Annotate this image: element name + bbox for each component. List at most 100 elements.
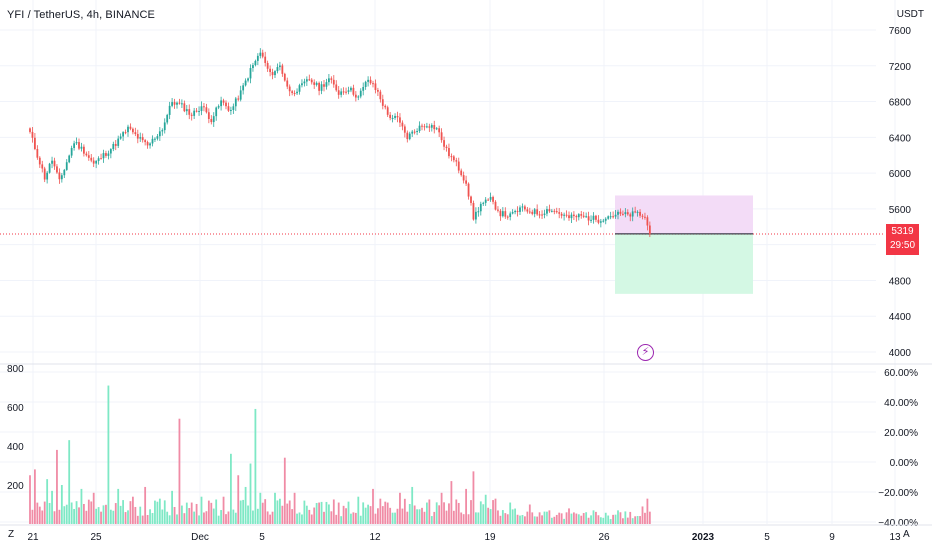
- candle: [345, 91, 347, 93]
- volume-bar: [541, 515, 543, 524]
- candle: [63, 169, 66, 176]
- volume-bar: [60, 485, 63, 524]
- candle: [372, 83, 374, 85]
- candle: [286, 80, 289, 87]
- candle: [631, 211, 634, 217]
- volume-bar: [399, 492, 401, 524]
- volume-bar: [73, 508, 75, 524]
- candle: [448, 148, 450, 157]
- volume-bar: [210, 502, 213, 524]
- price-tick-label: 4400: [889, 312, 912, 323]
- volume-bar: [648, 511, 651, 524]
- volume-bar: [421, 507, 423, 524]
- volume-bar: [31, 509, 34, 524]
- candle: [146, 142, 149, 146]
- candle: [619, 211, 622, 214]
- candle: [154, 138, 156, 140]
- time-axis[interactable]: 21 25 Dec 5 12 19 26 2023 5 9 13: [0, 524, 932, 543]
- volume-bar: [497, 510, 499, 524]
- volume-bar: [428, 499, 431, 524]
- candle: [303, 81, 306, 84]
- candle: [587, 216, 590, 221]
- volume-bar: [401, 508, 404, 524]
- candle: [430, 125, 433, 128]
- volume-bar: [239, 500, 242, 524]
- symbol-title[interactable]: YFI / TetherUS, 4h, BINANCE: [7, 9, 155, 21]
- volume-bar: [430, 516, 433, 524]
- volume-bar: [249, 463, 252, 524]
- volume-bar: [188, 508, 191, 524]
- volume-bar: [626, 517, 629, 524]
- candle: [183, 103, 186, 112]
- candle: [256, 55, 259, 61]
- volume-bar: [315, 502, 318, 524]
- candle: [489, 196, 492, 200]
- candle: [528, 211, 531, 213]
- candle: [144, 140, 147, 143]
- candles: [29, 48, 651, 238]
- candle: [43, 168, 46, 180]
- price-axis[interactable]: 4000 4400 4800 5600 6000 6400 6800 7200 7600: [889, 26, 912, 359]
- candle: [636, 211, 639, 213]
- candle: [342, 91, 345, 93]
- volume-bar: [181, 505, 183, 524]
- candle: [129, 126, 132, 129]
- candle: [582, 215, 585, 217]
- volume-bar: [433, 511, 436, 524]
- take-profit-zone[interactable]: [615, 233, 753, 294]
- candle: [279, 65, 281, 68]
- timezone-button[interactable]: Z: [8, 529, 15, 540]
- candle: [102, 153, 105, 159]
- candle: [58, 172, 61, 180]
- candle: [462, 175, 465, 181]
- time-tick-label: 13: [889, 532, 901, 543]
- volume-bar: [595, 511, 597, 524]
- volume-bar: [639, 516, 641, 524]
- volume-bar: [548, 510, 551, 524]
- lightning-icon[interactable]: ⚡: [637, 344, 654, 361]
- volume-bar: [472, 471, 475, 524]
- volume-bar: [528, 504, 531, 524]
- volume-bar: [345, 508, 347, 524]
- volume-bar: [90, 501, 93, 524]
- candle: [367, 79, 369, 82]
- candle: [105, 153, 107, 156]
- volume-bar: [340, 516, 343, 524]
- volume-bar: [127, 510, 129, 524]
- currency-label[interactable]: USDT: [896, 9, 924, 20]
- candle: [237, 98, 240, 100]
- candle: [232, 106, 235, 110]
- candle: [452, 156, 455, 161]
- volume-bar: [36, 502, 39, 524]
- candle: [357, 96, 360, 98]
- candle: [117, 138, 120, 146]
- candle: [227, 106, 230, 111]
- volume-bar: [506, 514, 509, 524]
- volume-bar: [492, 500, 494, 524]
- volume-bar: [117, 488, 120, 524]
- percent-axis[interactable]: −40.00% −20.00% 0.00% 20.00% 40.00% 60.00%: [878, 368, 918, 529]
- volume-bar: [357, 496, 360, 524]
- candle: [239, 90, 242, 100]
- volume-bar: [470, 500, 472, 524]
- volume-bar: [350, 513, 352, 524]
- volume-bar: [166, 511, 169, 524]
- candle: [166, 114, 169, 123]
- candle: [590, 219, 592, 221]
- percent-tick-label: −20.00%: [878, 488, 918, 499]
- candle: [550, 210, 553, 212]
- candle: [440, 132, 443, 141]
- candle: [320, 84, 323, 91]
- candle: [599, 221, 602, 223]
- volume-bar: [154, 500, 156, 524]
- volume-bar: [607, 515, 610, 524]
- candle: [80, 146, 83, 149]
- stop-loss-zone[interactable]: [615, 195, 753, 234]
- candle: [283, 73, 286, 81]
- last-price-tag: 5319 29:50: [886, 224, 919, 255]
- candle: [109, 149, 112, 154]
- auto-scale-button[interactable]: A: [903, 529, 910, 540]
- candle: [173, 102, 176, 105]
- candle: [325, 82, 328, 87]
